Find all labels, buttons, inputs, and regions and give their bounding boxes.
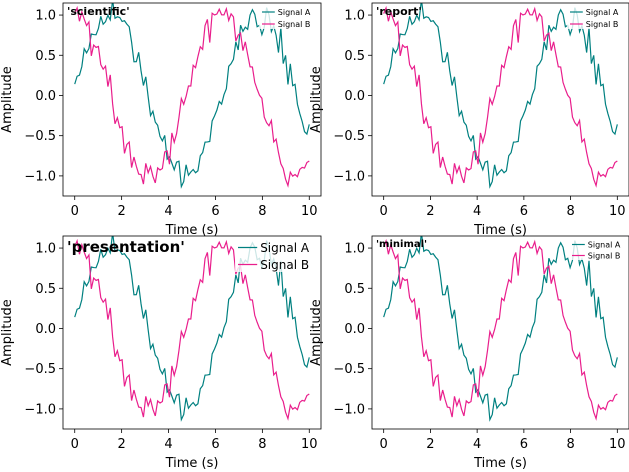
subplot-3: 0 2 4 6 8 10 −1.0 −0.5 0.0 0.5 1.0 Time (s) Amplitud… (0, 235, 322, 471)
legend-label: Signal B (586, 20, 619, 29)
subplot-4: 0 2 4 6 8 10 −1.0 −0.5 0.0 0.5 1.0 Time (s) Amplitud… (309, 235, 629, 471)
subplot-2: 0 2 4 6 8 10 −1.0 −0.5 0.0 0.5 1.0 Time (s) Amplitud… (309, 2, 629, 238)
axes-frame (371, 2, 629, 197)
series-line-b (383, 5, 618, 188)
x-tick-label: 8 (258, 437, 266, 452)
legend-box (569, 238, 627, 260)
x-tick-label: 4 (164, 204, 172, 219)
y-tick-label: −0.5 (333, 129, 365, 144)
x-tick-label: 6 (520, 204, 528, 219)
legend: Signal A Signal B (569, 238, 627, 260)
x-tick-label: 4 (473, 204, 481, 219)
legend-box (567, 5, 627, 29)
x-tick-label: 4 (473, 437, 481, 452)
x-tick-label: 10 (609, 437, 626, 452)
x-tick-label: 8 (566, 437, 574, 452)
y-axis-label: Amplitude (0, 66, 15, 133)
legend-box (235, 238, 319, 272)
x-axis-label: Time (s) (165, 223, 219, 238)
series-line-b (74, 5, 310, 188)
legend-box (259, 5, 319, 29)
legend-label: Signal A (260, 241, 310, 255)
x-tick-label: 10 (301, 204, 318, 219)
axes-frame (62, 2, 322, 197)
series-line-a (383, 236, 618, 422)
x-axis-label: Time (s) (473, 456, 527, 471)
y-tick-label: 0.0 (344, 89, 365, 104)
x-tick-label: 0 (380, 437, 388, 452)
legend-label: Signal B (278, 20, 311, 29)
y-tick-label: 0.0 (344, 322, 365, 337)
x-axis-label: Time (s) (473, 223, 527, 238)
y-axis-label: Amplitude (309, 299, 324, 366)
x-tick-label: 2 (117, 437, 125, 452)
y-tick-label: 0.5 (35, 282, 56, 297)
y-tick-label: −1.0 (24, 169, 56, 184)
y-tick-label: −1.0 (333, 169, 365, 184)
y-tick-label: 0.5 (35, 49, 56, 64)
x-axis-label: Time (s) (165, 456, 219, 471)
x-tick-label: 0 (380, 204, 388, 219)
series-line-b (74, 238, 310, 421)
y-tick-label: 0.5 (344, 49, 365, 64)
legend: Signal A Signal B (259, 5, 319, 29)
x-tick-label: 0 (71, 204, 79, 219)
legend-label: Signal B (260, 258, 309, 272)
x-tick-label: 2 (426, 437, 434, 452)
legend: Signal A Signal B (235, 238, 319, 272)
x-tick-label: 0 (71, 437, 79, 452)
y-tick-label: 1.0 (344, 242, 365, 257)
x-tick-label: 4 (164, 437, 172, 452)
panel-title: 'minimal' (376, 239, 427, 250)
y-axis-label: Amplitude (0, 299, 15, 366)
x-tick-label: 10 (609, 204, 626, 219)
x-tick-label: 6 (520, 437, 528, 452)
subplot-1: 0 2 4 6 8 10 −1.0 −0.5 0.0 0.5 1.0 Time (s) Amplitud… (0, 2, 322, 238)
x-tick-label: 2 (426, 204, 434, 219)
y-tick-label: 0.0 (35, 89, 56, 104)
x-tick-label: 6 (211, 204, 219, 219)
legend: Signal A Signal B (567, 5, 627, 29)
y-tick-label: −1.0 (333, 402, 365, 417)
y-tick-label: 0.0 (35, 322, 56, 337)
x-tick-label: 2 (117, 204, 125, 219)
y-tick-label: 1.0 (35, 9, 56, 24)
y-tick-label: −0.5 (24, 129, 56, 144)
y-tick-label: −1.0 (24, 402, 56, 417)
legend-label: Signal B (588, 251, 621, 260)
x-tick-label: 8 (566, 204, 574, 219)
panel-title: 'presentation' (67, 238, 185, 256)
y-tick-label: −0.5 (333, 362, 365, 377)
panel-title: 'scientific' (67, 5, 130, 18)
legend-label: Signal A (278, 8, 311, 17)
y-tick-label: −0.5 (24, 362, 56, 377)
axes-frame (371, 235, 629, 430)
y-axis-label: Amplitude (309, 66, 324, 133)
y-tick-label: 0.5 (344, 282, 365, 297)
axes-frame (62, 235, 322, 430)
x-tick-label: 8 (258, 204, 266, 219)
y-tick-label: 1.0 (35, 242, 56, 257)
panel-title: 'report' (376, 5, 422, 18)
legend-label: Signal A (588, 240, 621, 249)
x-tick-label: 6 (211, 437, 219, 452)
series-line-b (383, 238, 618, 421)
legend-label: Signal A (586, 8, 619, 17)
x-tick-label: 10 (301, 437, 318, 452)
y-tick-label: 1.0 (344, 9, 365, 24)
